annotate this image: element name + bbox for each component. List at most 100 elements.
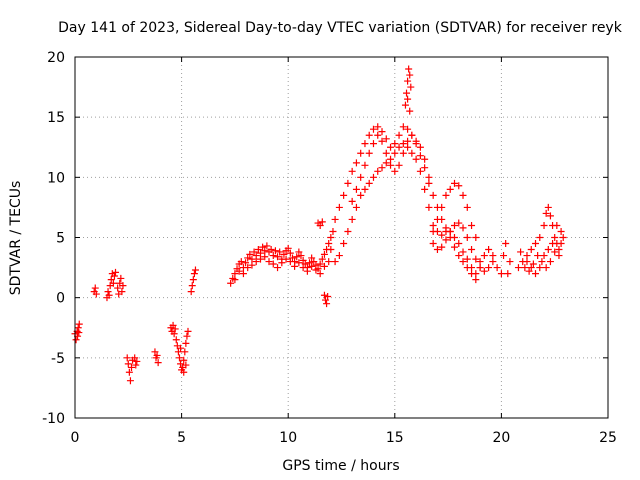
data-point [110,272,118,280]
data-point [114,284,122,292]
data-point [361,140,369,148]
data-point [284,244,292,252]
data-point [188,282,196,290]
data-point [485,246,493,254]
data-point [231,276,239,284]
data-point [459,258,467,266]
data-point [274,253,282,261]
data-point [171,325,179,333]
data-point [527,264,535,272]
data-point [542,209,550,217]
data-point [126,377,134,385]
data-point [357,191,365,199]
data-point [549,240,557,248]
data-point [544,203,552,211]
data-point [463,264,471,272]
data-point [416,152,424,160]
data-point [256,255,264,263]
x-tick-label: 25 [599,430,617,446]
data-point [506,258,514,266]
data-point [378,137,386,145]
data-point [180,356,188,364]
data-point [316,260,324,268]
data-point [536,264,544,272]
y-tick-label: 0 [56,291,65,307]
data-point [391,140,399,148]
data-point [425,173,433,181]
data-point [325,240,333,248]
data-point [357,149,365,157]
data-point [335,203,343,211]
y-tick-label: 10 [47,170,65,186]
data-point [551,234,559,241]
data-point [239,270,247,278]
data-point [514,264,522,272]
data-point [237,258,245,266]
data-point [525,267,533,275]
data-point [269,260,277,268]
data-point [269,252,277,260]
data-point [412,137,420,145]
data-point [263,242,271,250]
data-point [352,185,360,193]
data-point [297,252,305,260]
data-point [282,255,290,263]
data-point [172,336,180,344]
data-point [374,167,382,175]
data-point [316,221,324,229]
data-point [559,234,567,241]
data-point [265,258,273,266]
data-point [425,203,433,211]
data-point [125,368,133,376]
data-point [190,270,198,278]
data-point [536,234,544,241]
data-point [429,240,437,248]
data-point [310,258,318,266]
data-point [369,125,377,133]
data-point [365,179,373,187]
data-point [72,336,80,344]
data-point [74,324,82,332]
data-point [133,357,141,365]
data-point [459,248,467,256]
x-axis-label: GPS time / hours [282,458,399,474]
data-point [299,264,307,272]
data-point [459,224,467,232]
data-point [352,203,360,211]
data-point [181,348,189,356]
axis-ticks [74,56,609,419]
data-point [416,143,424,151]
data-point [252,258,260,266]
data-point [365,149,373,157]
data-point [468,270,476,278]
data-point [450,221,458,229]
data-point [191,266,199,274]
data-point [476,258,484,266]
data-point [438,243,446,251]
data-point [429,191,437,199]
data-point [387,143,395,151]
data-point [331,258,339,266]
x-tick-label: 0 [71,430,80,446]
data-point [291,262,299,270]
data-point [534,252,542,260]
data-point [438,231,446,239]
data-point [348,215,356,223]
data-point [306,259,314,267]
data-point [112,268,120,276]
data-point [404,95,412,103]
data-point [446,185,454,193]
x-tick-label: 15 [386,430,404,446]
data-point [308,262,316,270]
data-point [271,247,279,255]
data-point [485,264,493,272]
data-point [252,252,260,260]
data-point [170,330,178,338]
data-point [231,270,239,278]
data-point [429,221,437,229]
data-point [455,240,463,248]
data-point [442,236,450,244]
data-marks [71,65,567,385]
data-point [105,291,113,299]
data-point [324,292,332,300]
